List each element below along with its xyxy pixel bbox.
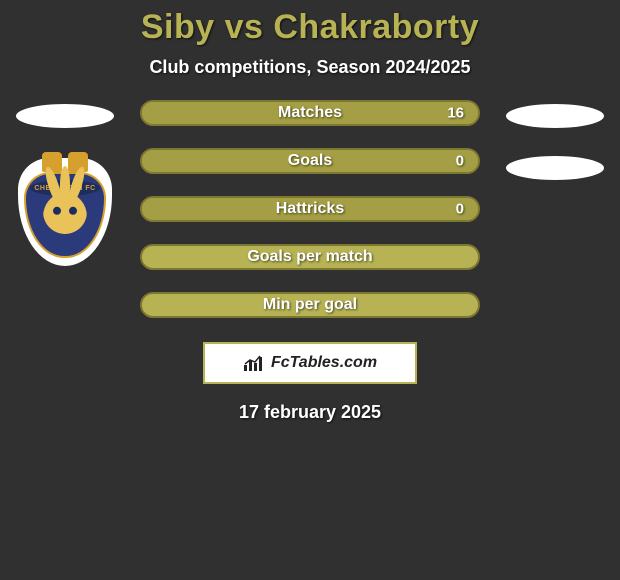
right-player-column — [500, 100, 610, 180]
stat-bar: Goals 0 — [140, 148, 480, 174]
badge-inner: CHENNAIYIN FC — [24, 172, 106, 258]
stat-label: Goals — [288, 152, 332, 170]
stats-stage: CHENNAIYIN FC Matches16Goals0Hattricks0G… — [0, 100, 620, 318]
left-club-badge: CHENNAIYIN FC — [18, 158, 112, 266]
stat-label: Matches — [278, 104, 342, 122]
generated-date: 17 february 2025 — [0, 402, 620, 423]
stat-bar: Hattricks 0 — [140, 196, 480, 222]
stat-value-right: 16 — [447, 105, 464, 122]
left-player-column: CHENNAIYIN FC — [10, 100, 120, 266]
right-club-placeholder — [506, 156, 604, 180]
stat-label: Min per goal — [263, 296, 357, 314]
stat-value-right: 0 — [456, 153, 464, 170]
stat-label: Goals per match — [247, 248, 372, 266]
page-subtitle: Club competitions, Season 2024/2025 — [0, 57, 620, 78]
stat-bar: Min per goal — [140, 292, 480, 318]
stat-bars: Matches 16 Goals 0 Hattricks 0 Goals per match… — [140, 100, 480, 318]
comparison-card: Siby vs Chakraborty Club competitions, S… — [0, 0, 620, 423]
right-player-placeholder — [506, 104, 604, 128]
stat-label: Hattricks — [276, 200, 344, 218]
stat-bar: Goals per match — [140, 244, 480, 270]
stat-value-right: 0 — [456, 201, 464, 218]
brand-text: FcTables.com — [271, 354, 377, 372]
bar-chart-icon — [243, 354, 265, 372]
brand-badge: FcTables.com — [203, 342, 417, 384]
stat-bar: Matches 16 — [140, 100, 480, 126]
badge-face-icon — [43, 193, 87, 241]
page-title: Siby vs Chakraborty — [0, 8, 620, 47]
left-player-placeholder — [16, 104, 114, 128]
